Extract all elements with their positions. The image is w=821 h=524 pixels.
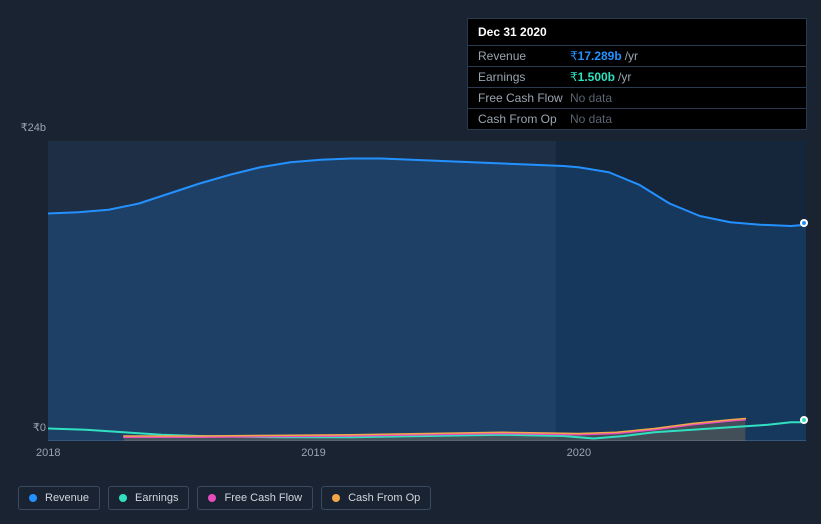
tooltip-currency: ₹ [570, 49, 578, 63]
hover-marker [800, 219, 808, 227]
legend-item[interactable]: Revenue [18, 486, 100, 510]
tooltip-row: Revenue₹17.289b/yr [468, 46, 806, 67]
x-axis-label: 2020 [567, 447, 591, 459]
legend-label: Earnings [135, 492, 178, 504]
tooltip-currency: ₹ [570, 70, 578, 84]
y-axis-min: ₹0 [6, 421, 46, 434]
tooltip-row-suffix: /yr [618, 70, 631, 84]
legend-item[interactable]: Free Cash Flow [197, 486, 313, 510]
tooltip-row: Earnings₹1.500b/yr [468, 67, 806, 88]
tooltip-row-value: 17.289b [578, 49, 622, 63]
tooltip-row-nodata: No data [570, 112, 612, 126]
legend-dot-icon [29, 494, 37, 502]
legend-label: Revenue [45, 492, 89, 504]
x-axis-label: 2019 [301, 447, 325, 459]
legend-label: Cash From Op [348, 492, 420, 504]
legend-dot-icon [119, 494, 127, 502]
chart-plot[interactable] [48, 141, 806, 441]
tooltip-row-label: Cash From Op [478, 112, 570, 126]
tooltip-row-label: Earnings [478, 70, 570, 84]
tooltip-row: Free Cash FlowNo data [468, 88, 806, 109]
legend-item[interactable]: Earnings [108, 486, 189, 510]
legend-item[interactable]: Cash From Op [321, 486, 431, 510]
legend: Revenue Earnings Free Cash Flow Cash From O… [18, 486, 431, 510]
hover-marker [800, 416, 808, 424]
legend-dot-icon [332, 494, 340, 502]
tooltip-date: Dec 31 2020 [468, 19, 806, 46]
tooltip-row-suffix: /yr [625, 49, 638, 63]
tooltip-row-nodata: No data [570, 91, 612, 105]
y-axis-max: ₹24b [6, 121, 46, 134]
tooltip-row-label: Free Cash Flow [478, 91, 570, 105]
tooltip-row-value: 1.500b [578, 70, 615, 84]
legend-label: Free Cash Flow [224, 492, 302, 504]
x-axis-label: 2018 [36, 447, 60, 459]
tooltip-rows: Revenue₹17.289b/yrEarnings₹1.500b/yrFree… [468, 46, 806, 129]
data-tooltip: Dec 31 2020 Revenue₹17.289b/yrEarnings₹1… [467, 18, 807, 130]
chart-area: ₹24b ₹0 Past 201820192020 [18, 125, 806, 465]
legend-dot-icon [208, 494, 216, 502]
tooltip-row-label: Revenue [478, 49, 570, 63]
